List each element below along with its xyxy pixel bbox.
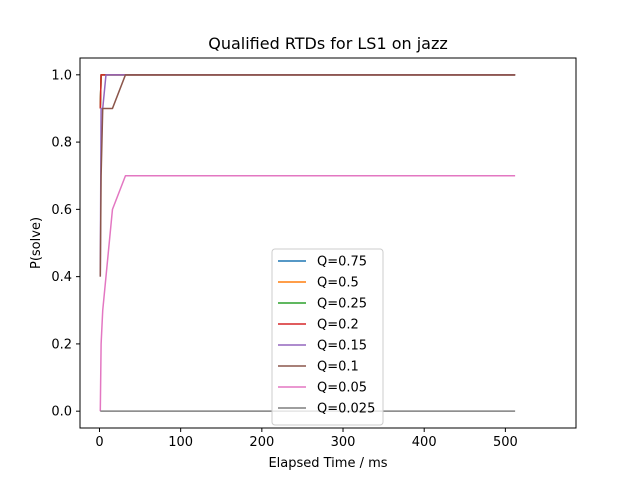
series-line-5 [99, 74, 516, 277]
y-tick-label: 0.0 [51, 405, 72, 420]
x-tick-label: 400 [412, 435, 437, 450]
y-tick-label: 0.6 [51, 203, 72, 218]
x-tick-label: 100 [168, 435, 193, 450]
legend-entry: Q=0.15 [317, 339, 367, 354]
x-axis: 0 100 200 300 400 500 [95, 428, 518, 450]
legend-entry: Q=0.75 [317, 255, 367, 270]
y-tick-label: 1.0 [51, 68, 72, 83]
axes-frame [79, 57, 577, 429]
legend-box [271, 248, 384, 426]
x-tick-label: 0 [95, 435, 103, 450]
x-tick-label: 300 [331, 435, 356, 450]
series-line-6 [99, 174, 516, 412]
x-tick-label: 200 [249, 435, 274, 450]
legend-entry: Q=0.05 [317, 381, 367, 396]
y-tick-label: 0.8 [51, 136, 72, 151]
legend-entry: Q=0.2 [317, 318, 359, 333]
legend-entry: Q=0.1 [317, 360, 359, 375]
y-tick-label: 0.4 [51, 270, 72, 285]
chart-title: Qualified RTDs for LS1 on jazz [208, 34, 448, 53]
x-tick-label: 500 [493, 435, 518, 450]
y-tick-label: 0.2 [51, 337, 72, 352]
y-axis-label: P(solve) [29, 217, 44, 269]
x-axis-label: Elapsed Time / ms [268, 456, 387, 471]
legend-entry: Q=0.5 [317, 276, 359, 291]
y-axis: 0.0 0.2 0.4 0.6 0.8 1.0 [51, 68, 80, 420]
legend-entry: Q=0.025 [317, 402, 375, 417]
legend-entry: Q=0.25 [317, 297, 367, 312]
legend: Q=0.75 Q=0.5 Q=0.25 Q=0.2 Q=0.15 Q=0.1 Q=0.05 Q… [271, 248, 384, 426]
